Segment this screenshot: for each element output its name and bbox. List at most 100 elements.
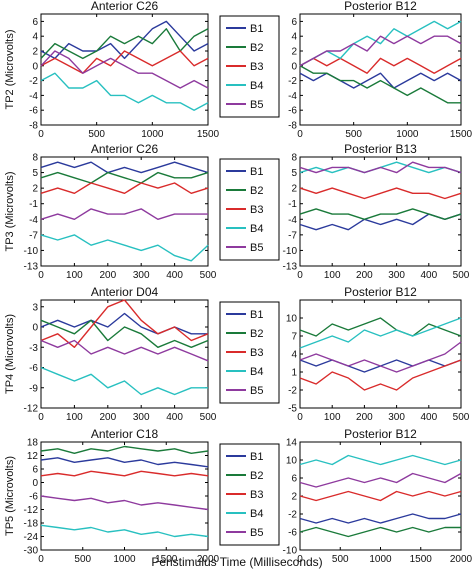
x-tick-label: 0 [297, 129, 303, 140]
legend-label-b2: B2 [250, 185, 263, 197]
legend-label-b5: B5 [250, 385, 263, 397]
chart-title: Posterior B12 [344, 285, 417, 299]
y-tick-label: 2 [32, 184, 38, 195]
x-tick-label: 100 [66, 412, 83, 423]
x-tick-label: 500 [200, 412, 217, 423]
y-tick-label: 4 [291, 32, 297, 43]
chart-8: Posterior B12 14 10 6 2 -2 -6 -100 500 1000 1500 20… [283, 427, 473, 565]
x-tick-label: 0 [297, 554, 303, 565]
series-line-b3 [299, 359, 462, 391]
legend-label-b2: B2 [250, 470, 263, 482]
y-tick-label: -2 [288, 76, 297, 87]
series-line-b5 [40, 50, 209, 89]
legend-row-2: B1 B2 B3 B4 B5 [219, 158, 280, 261]
legend-label-b5: B5 [250, 527, 263, 539]
series-line-b3 [299, 57, 462, 74]
y-tick-label: 6 [291, 474, 297, 485]
legend-label-b2: B2 [250, 328, 263, 340]
y-tick-label: -6 [29, 363, 38, 374]
chart-title: Posterior B13 [344, 142, 417, 156]
y-tick-label: -18 [24, 519, 39, 530]
x-tick-label: 1500 [155, 554, 178, 565]
series-line-b3 [40, 50, 209, 74]
series-line-b1 [40, 312, 208, 335]
y-tick-label: 8 [32, 153, 38, 164]
legend-label-b3: B3 [250, 204, 263, 216]
y-tick-label: -7 [288, 230, 297, 241]
series-line-b1 [40, 20, 209, 60]
y-tick-label: -4 [29, 215, 38, 226]
y-tick-label: -10 [283, 546, 298, 557]
x-tick-label: 200 [99, 412, 116, 423]
y-tick-label: -6 [288, 528, 297, 539]
chart-title: Posterior B12 [344, 427, 417, 441]
x-tick-label: 500 [88, 129, 105, 140]
x-tick-label: 200 [356, 270, 373, 281]
legend-label-b1: B1 [250, 166, 263, 178]
y-tick-label: 2 [291, 492, 297, 503]
y-tick-label: -6 [29, 492, 38, 503]
series-line-b2 [299, 317, 462, 337]
series-line-b4 [40, 524, 209, 538]
y-tick-label: -9 [29, 383, 38, 394]
x-tick-label: 300 [388, 270, 405, 281]
y-tick-label: -8 [29, 121, 38, 132]
y-tick-label: 0 [32, 478, 38, 489]
y-tick-label: 2 [291, 184, 297, 195]
legend-row-1: B1 B2 B3 B4 B5 [219, 15, 280, 118]
y-tick-label: -6 [288, 106, 297, 117]
y-tick-label: 2 [291, 47, 297, 58]
plot-frame [40, 441, 209, 551]
series-line-b2 [299, 65, 461, 104]
y-tick-label: 6 [32, 465, 38, 476]
y-axis-label: TP3 (Microvolts) [4, 171, 16, 251]
series-line-b5 [40, 208, 208, 221]
chart-1: Anterior C26 TP2 (Microvolts) 6 4 2 0 -2 -4 -6 -8… [4, 0, 220, 140]
x-tick-label: 400 [420, 412, 437, 423]
x-tick-label: 1000 [113, 554, 136, 565]
x-tick-label: 0 [297, 412, 303, 423]
x-tick-label: 300 [133, 270, 150, 281]
legend-label-b4: B4 [250, 223, 263, 235]
chart-7: Anterior C18 TP5 (Microvolts) 18 12 6 0 -6 -12 -… [4, 427, 220, 565]
series-line-b2 [40, 445, 209, 454]
y-tick-label: -12 [24, 505, 39, 516]
x-tick-label: 2000 [450, 554, 473, 565]
x-tick-label: 1500 [410, 554, 433, 565]
legend-label-b1: B1 [250, 23, 263, 35]
y-tick-label: -1 [288, 199, 297, 210]
y-tick-label: -6 [29, 106, 38, 117]
series-line-b3 [299, 187, 462, 200]
series-line-b1 [40, 457, 209, 468]
y-tick-label: -8 [288, 121, 297, 132]
y-tick-label: 12 [27, 451, 39, 462]
y-tick-label: -24 [24, 532, 39, 543]
series-line-b4 [40, 72, 209, 111]
plot-frame [299, 156, 462, 267]
series-line-b5 [40, 339, 209, 362]
series-line-b1 [299, 513, 462, 524]
y-tick-label: -2 [288, 510, 297, 521]
y-tick-label: -13 [24, 262, 39, 273]
x-tick-label: 500 [74, 554, 91, 565]
chart-3: Anterior C26 TP3 (Microvolts) 8 5 2 -1 -4 -7 -10… [4, 142, 217, 281]
plot-frame [299, 299, 462, 409]
legend-label-b3: B3 [250, 61, 263, 73]
y-tick-label: 0 [32, 323, 38, 334]
series-line-b1 [40, 161, 209, 174]
y-tick-label: -2 [29, 76, 38, 87]
x-tick-label: 500 [453, 270, 470, 281]
y-tick-label: 6 [291, 17, 297, 28]
y-tick-label: -4 [288, 215, 297, 226]
legend-label-b3: B3 [250, 489, 263, 501]
x-tick-label: 200 [99, 270, 116, 281]
y-tick-label: 10 [286, 314, 298, 325]
x-tick-label: 1000 [141, 129, 164, 140]
chart-title: Anterior C18 [91, 427, 159, 441]
series-line-b4 [299, 317, 462, 349]
y-tick-label: -5 [288, 404, 297, 415]
series-line-b5 [299, 472, 462, 488]
x-tick-label: 1000 [369, 554, 392, 565]
